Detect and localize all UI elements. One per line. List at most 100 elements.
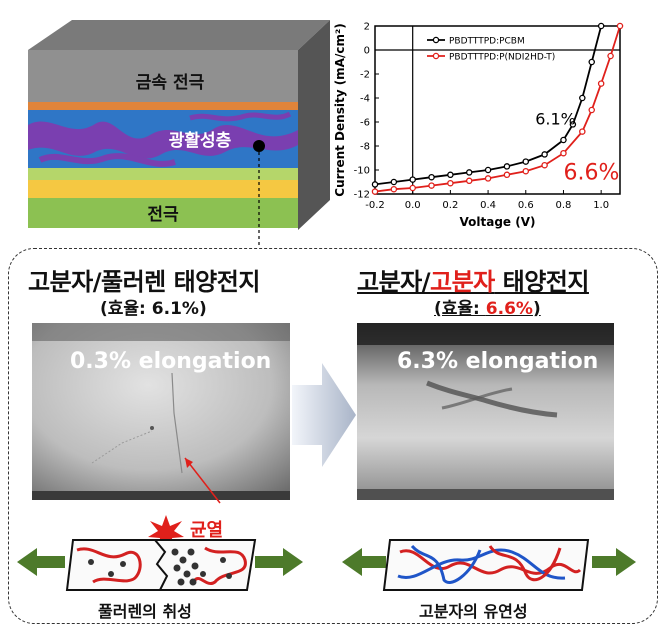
y-tick-label: 0 bbox=[364, 46, 370, 57]
left-elongation-photo: 0.3% elongation bbox=[32, 323, 290, 500]
right-title-text-1: 고분자/ bbox=[357, 268, 431, 296]
left-photo-label: 0.3% elongation bbox=[70, 349, 272, 374]
left-caption: 풀러렌의 취성 bbox=[98, 602, 192, 621]
data-point bbox=[428, 182, 435, 189]
layer-top-label: 금속 전극 bbox=[136, 73, 205, 93]
transition-arrow bbox=[292, 363, 356, 467]
legend-label: PBDTTTPD:PCBM bbox=[449, 37, 525, 47]
right-elongation-photo: 6.3% elongation bbox=[357, 323, 614, 500]
data-point bbox=[409, 176, 416, 183]
data-point bbox=[579, 94, 586, 102]
data-point bbox=[465, 169, 473, 176]
comparison-panel bbox=[8, 248, 658, 624]
right-efficiency-prefix: (효율: bbox=[434, 299, 486, 319]
y-tick-label: -4 bbox=[360, 94, 370, 105]
data-point bbox=[569, 121, 577, 128]
crack-pointer bbox=[184, 457, 221, 504]
active-layer-morphology bbox=[28, 111, 298, 167]
data-point bbox=[588, 58, 595, 66]
data-point bbox=[560, 149, 567, 157]
x-tick-label: 0.6 bbox=[518, 200, 534, 211]
data-point bbox=[484, 166, 492, 174]
data-point bbox=[522, 158, 530, 165]
x-axis-label: Voltage (V) bbox=[460, 215, 536, 229]
legend-marker bbox=[432, 52, 440, 60]
legend-label: PBDTTTPD:P(NDI2HD-T) bbox=[449, 53, 555, 63]
y-tick-label: -2 bbox=[360, 70, 370, 81]
data-point bbox=[541, 161, 548, 169]
right-schematic bbox=[342, 539, 636, 591]
annotation-polymer-efficiency: 6.6% bbox=[563, 161, 619, 186]
left-efficiency-value: 6.1% bbox=[151, 299, 199, 319]
left-arrow-left bbox=[17, 548, 65, 576]
data-point bbox=[522, 167, 530, 175]
data-point bbox=[579, 128, 586, 135]
y-axis-label: Current Density (mA/cm²) bbox=[333, 23, 347, 196]
annotation-pcbm-efficiency: 6.1% bbox=[535, 109, 576, 128]
data-point bbox=[371, 188, 379, 195]
right-efficiency-suffix: ) bbox=[532, 299, 541, 319]
data-point bbox=[371, 181, 379, 188]
y-tick-label: -12 bbox=[354, 190, 370, 201]
right-title-text-3: 태양전지 bbox=[494, 268, 590, 296]
data-point bbox=[560, 136, 567, 144]
layer-active-label: 광활성층 bbox=[169, 130, 232, 151]
right-title: 고분자/고분자 태양전지 bbox=[357, 262, 589, 297]
metal-top-face bbox=[28, 20, 330, 50]
x-tick-label: 1.0 bbox=[593, 200, 609, 211]
right-efficiency: (효율: 6.6%) bbox=[434, 294, 541, 319]
right-arrow-right bbox=[592, 548, 636, 576]
data-point bbox=[447, 171, 454, 179]
series-line bbox=[374, 25, 621, 193]
left-title: 고분자/풀러렌 태양전지 bbox=[28, 262, 260, 297]
orange-layer bbox=[28, 102, 298, 110]
data-point bbox=[541, 151, 548, 158]
y-tick-label: -10 bbox=[354, 166, 370, 177]
right-caption: 고분자의 유연성 bbox=[419, 602, 528, 621]
y-tick-label: -8 bbox=[360, 142, 370, 153]
jv-chart: -0.2 0.0 0.2 0.4 0.6 0.8 1.0 2 0 -2 -4 -6 -8 -10 -12 Vo… bbox=[333, 22, 624, 229]
electrode-layer bbox=[28, 198, 298, 228]
data-point bbox=[465, 177, 473, 185]
data-point bbox=[503, 163, 511, 170]
x-tick-label: -0.2 bbox=[365, 200, 385, 211]
data-point bbox=[616, 22, 624, 30]
right-efficiency-value: 6.6% bbox=[485, 299, 533, 319]
data-point bbox=[390, 178, 398, 186]
y-tick-label: 2 bbox=[364, 22, 370, 33]
plot-frame bbox=[374, 25, 621, 195]
data-point bbox=[588, 106, 595, 114]
data-point bbox=[597, 22, 605, 30]
right-photo-label: 6.3% elongation bbox=[397, 349, 599, 374]
legend-marker bbox=[432, 36, 440, 44]
left-title-text: 고분자/풀러렌 태양전지 bbox=[28, 268, 260, 296]
data-point bbox=[447, 179, 454, 187]
data-point bbox=[390, 185, 398, 193]
x-tick-label: 0.2 bbox=[442, 200, 458, 211]
x-tick-label: 0.0 bbox=[405, 200, 421, 211]
y-tick-label: -6 bbox=[360, 118, 370, 129]
yellow-layer bbox=[28, 180, 298, 198]
layer-bottom-label: 전극 bbox=[147, 205, 179, 225]
left-arrow-right bbox=[255, 548, 303, 576]
interlayer bbox=[28, 168, 298, 180]
crack-label: 균열 bbox=[190, 520, 224, 541]
left-efficiency: (효율: 6.1%) bbox=[100, 294, 207, 319]
right-arrow-left bbox=[342, 548, 386, 576]
data-point bbox=[607, 52, 614, 60]
data-point bbox=[503, 171, 511, 179]
x-tick-label: 0.4 bbox=[480, 200, 496, 211]
device-stack-illustration: 금속 전극 광활성층 전극 bbox=[28, 20, 330, 248]
metal-layer bbox=[28, 50, 298, 102]
data-point bbox=[597, 80, 605, 87]
left-schematic bbox=[17, 539, 303, 591]
data-point bbox=[484, 175, 492, 182]
burst-icon bbox=[148, 515, 184, 551]
right-title-text-red: 고분자 bbox=[430, 268, 495, 296]
data-point bbox=[428, 173, 435, 181]
data-point bbox=[409, 184, 416, 192]
x-tick-label: 0.8 bbox=[556, 200, 572, 211]
stack-side-face bbox=[298, 20, 330, 230]
left-efficiency-suffix: ) bbox=[198, 299, 207, 319]
left-efficiency-prefix: (효율: bbox=[100, 299, 152, 319]
